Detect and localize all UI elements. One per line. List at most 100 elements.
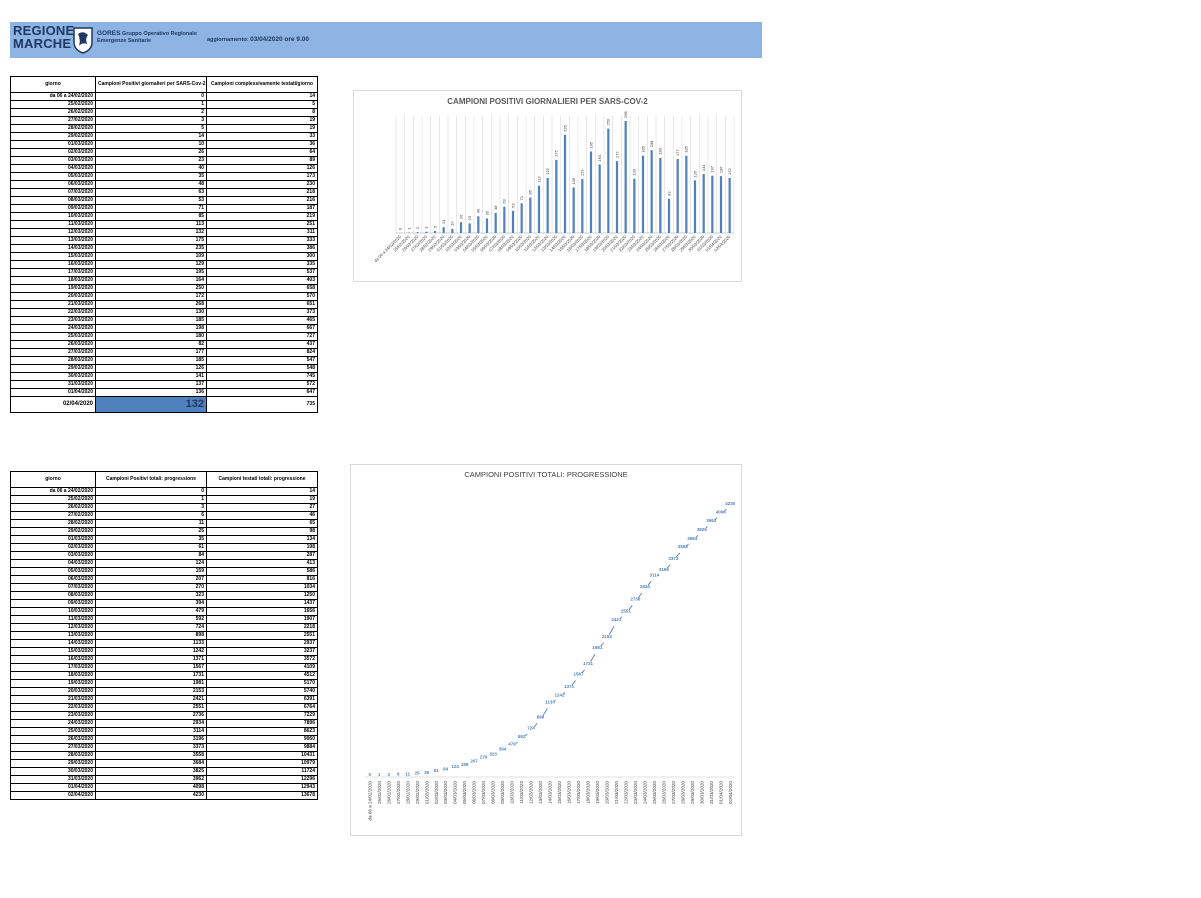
series-segment bbox=[562, 692, 566, 695]
table-row: 04/03/2020 40 126 bbox=[10, 164, 318, 173]
cell-day: 13/03/2020 bbox=[10, 236, 96, 245]
cell-positives: 137 bbox=[95, 380, 207, 389]
bar bbox=[641, 155, 645, 233]
cell-day: 09/03/2020 bbox=[10, 204, 96, 213]
cell-positives: 3373 bbox=[95, 743, 207, 752]
tick-label: 17/03/2020 bbox=[576, 781, 581, 804]
tick-label: 19/03/2020 bbox=[595, 781, 600, 804]
cell-positives: 195 bbox=[95, 268, 207, 277]
cell-tested: 19 bbox=[206, 124, 318, 133]
data-label: 3558 bbox=[678, 544, 689, 549]
cell-tested: 219 bbox=[206, 212, 318, 221]
update-value: 03/04/2020 ore 9.00 bbox=[250, 36, 310, 43]
cell-day: 10/03/2020 bbox=[10, 212, 96, 221]
series-segment bbox=[515, 741, 518, 744]
cell-day: 27/02/2020 bbox=[10, 511, 96, 520]
cell-positives: 113 bbox=[95, 220, 207, 229]
data-label: 82 bbox=[666, 191, 671, 196]
data-label: 268 bbox=[623, 111, 628, 118]
data-label: 250 bbox=[606, 118, 611, 125]
series-segment bbox=[608, 625, 615, 635]
data-label: 2153 bbox=[602, 634, 613, 639]
bar bbox=[494, 212, 497, 233]
table-row: da 06 a 24/02/2020 0 14 bbox=[10, 92, 318, 101]
bar bbox=[667, 198, 671, 233]
data-label: 71 bbox=[519, 195, 524, 200]
data-label: 3962 bbox=[706, 518, 717, 523]
cell-tested: 335 bbox=[206, 260, 318, 269]
bar bbox=[581, 179, 584, 233]
tick-label: 01/04/2020 bbox=[718, 781, 723, 804]
bar bbox=[563, 134, 567, 233]
bar bbox=[416, 232, 419, 233]
cell-tested: 437 bbox=[206, 340, 318, 349]
tick-label: 23/03/2020 bbox=[633, 781, 638, 804]
cell-tested: 667 bbox=[206, 324, 318, 333]
cell-day: 30/03/2020 bbox=[10, 372, 96, 381]
tick-label: 08/03/2020 bbox=[491, 781, 496, 804]
table-row: 22/03/2020 130 373 bbox=[10, 308, 318, 317]
cell-day: 09/03/2020 bbox=[10, 599, 96, 608]
cell-positives: 0 bbox=[95, 92, 207, 101]
table-row: 21/03/2020 2421 6391 bbox=[10, 695, 318, 704]
cell-positives: 2421 bbox=[95, 695, 207, 704]
cell-day: 26/02/2020 bbox=[10, 108, 96, 117]
bar bbox=[546, 177, 549, 233]
cell-positives: 48 bbox=[95, 180, 207, 189]
table-row: 28/02/2020 11 65 bbox=[10, 519, 318, 528]
cell-day: 19/03/2020 bbox=[10, 284, 96, 293]
data-label: 109 bbox=[571, 177, 576, 184]
cell-day: 18/03/2020 bbox=[10, 671, 96, 680]
cell-tested: 816 bbox=[206, 575, 318, 584]
cell-day: 20/03/2020 bbox=[10, 292, 96, 301]
cell-positives: 109 bbox=[95, 252, 207, 261]
cell-tested: 735 bbox=[206, 396, 318, 413]
cell-day: 17/03/2020 bbox=[10, 268, 96, 277]
bar bbox=[676, 159, 679, 233]
cell-day: 14/03/2020 bbox=[10, 639, 96, 648]
data-label: 2 bbox=[415, 226, 420, 229]
bar bbox=[433, 230, 437, 233]
cell-day: 01/03/2020 bbox=[10, 140, 96, 149]
cell-day: 16/03/2020 bbox=[10, 655, 96, 664]
data-label: 4098 bbox=[716, 509, 727, 514]
series-segment bbox=[695, 534, 699, 538]
cell-positives: 207 bbox=[95, 575, 207, 584]
table-row: 27/03/2020 177 824 bbox=[10, 348, 318, 357]
tick-label: 10/03/2020 bbox=[510, 781, 515, 804]
cell-tested: 9884 bbox=[206, 743, 318, 752]
table-row: 29/02/2020 14 33 bbox=[10, 132, 318, 141]
data-label: 10 bbox=[450, 221, 455, 226]
cell-positives: 3962 bbox=[95, 775, 207, 784]
tick-label: 20/03/2020 bbox=[605, 781, 610, 804]
cell-day: 06/03/2020 bbox=[10, 575, 96, 584]
cell-day: 29/03/2020 bbox=[10, 364, 96, 373]
table-row: 28/03/2020 185 547 bbox=[10, 356, 318, 365]
update-label: aggiornamento: bbox=[207, 37, 249, 43]
cell-positives: 129 bbox=[95, 260, 207, 269]
data-label: 6 bbox=[397, 772, 400, 777]
cell-tested: 251 bbox=[206, 220, 318, 229]
data-label: 177 bbox=[675, 149, 680, 156]
cell-day: 02/03/2020 bbox=[10, 148, 96, 157]
data-label: 26 bbox=[458, 214, 463, 219]
cell-tested: 10979 bbox=[206, 759, 318, 768]
bar bbox=[728, 177, 731, 233]
data-label: 2934 bbox=[640, 584, 651, 589]
data-label: 3684 bbox=[687, 536, 698, 541]
table-row: 18/03/2020 1731 4512 bbox=[10, 671, 318, 680]
cell-tested: 12296 bbox=[206, 775, 318, 784]
table-row: 31/03/2020 3962 12296 bbox=[10, 775, 318, 784]
cell-tested: 218 bbox=[206, 188, 318, 197]
table-row: 01/03/2020 10 36 bbox=[10, 140, 318, 149]
cell-tested: 547 bbox=[206, 356, 318, 365]
daily-positives-chart: CAMPIONI POSITIVI GIORNALIERI PER SARS-C… bbox=[353, 90, 742, 282]
tick-label: 26/03/2020 bbox=[661, 781, 666, 804]
data-label: 130 bbox=[632, 168, 637, 175]
cell-tested: 173 bbox=[206, 172, 318, 181]
table-row: 23/03/2020 185 465 bbox=[10, 316, 318, 325]
data-label: 3114 bbox=[649, 572, 659, 577]
cell-day: 28/03/2020 bbox=[10, 356, 96, 365]
tick-label: 29/03/2020 bbox=[690, 781, 695, 804]
gores-sub1: Gruppo Operativo Regionale bbox=[122, 31, 197, 37]
